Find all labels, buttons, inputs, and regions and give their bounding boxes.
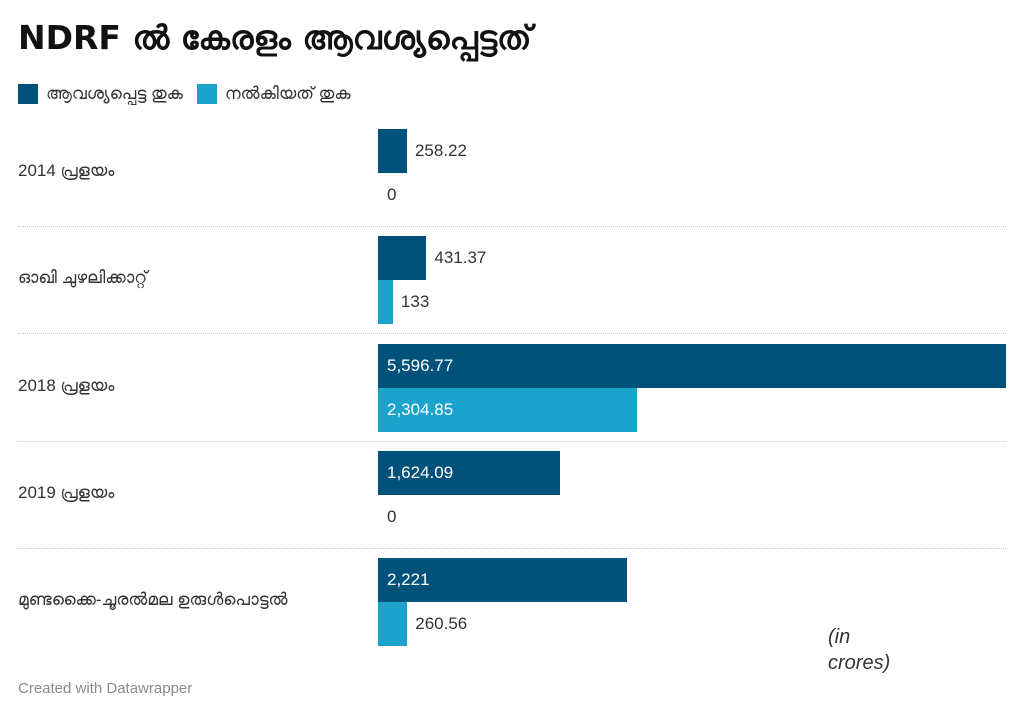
value-label: 258.22 (414, 141, 467, 160)
value-label: 431.37 (434, 248, 487, 268)
credit-text: Created with Datawrapper (18, 680, 193, 697)
bar-requested (378, 236, 427, 281)
category-label: 2019 പ്രളയം (18, 482, 115, 502)
value-label: 5,596.77 (387, 355, 454, 375)
row-separator (18, 547, 1006, 549)
value-label: 0 (387, 506, 397, 526)
row-separator (18, 440, 1006, 442)
bar-requested (378, 343, 1006, 388)
category-label: 2018 പ്രളയം (18, 375, 115, 395)
legend-item-granted: നൽകിയത് തുക (196, 84, 351, 104)
value-label: 0 (387, 185, 397, 204)
value-label: 1,624.09 (387, 462, 454, 482)
legend-label-requested: ആവശ്യപ്പെട്ട തുക (46, 84, 183, 103)
legend-swatch-requested (18, 84, 38, 104)
legend-swatch-granted (196, 84, 217, 104)
bar-granted (378, 280, 393, 325)
value-label: 2,221 (387, 570, 430, 590)
row-separator (18, 333, 1006, 335)
bar-granted (378, 602, 408, 647)
value-label: 260.56 (415, 614, 468, 634)
unit-note: (in crores) (828, 626, 891, 674)
bar-requested (378, 129, 407, 173)
value-label: 133 (400, 292, 430, 312)
chart-title: NDRF ൽ കേരളം ആവശ്യപ്പെട്ടത് (18, 18, 532, 57)
bar-granted (378, 387, 637, 432)
category-label: മുണ്ടക്കൈ-ചൂരൽമല ഉരുൾപൊട്ടൽ (18, 590, 288, 610)
bar-requested (378, 558, 628, 603)
value-label: 2,304.85 (387, 399, 454, 419)
legend-item-requested: ആവശ്യപ്പെട്ട തുക (18, 84, 183, 104)
legend: ആവശ്യപ്പെട്ട തുക നൽകിയത് തുക (18, 84, 351, 104)
bar-requested (378, 450, 561, 495)
category-label: ഓഖി ചുഴലിക്കാറ്റ് (18, 268, 148, 288)
row-separator (18, 226, 1006, 227)
category-label: 2014 പ്രളയം (18, 161, 115, 180)
legend-label-granted: നൽകിയത് തുക (224, 84, 351, 103)
